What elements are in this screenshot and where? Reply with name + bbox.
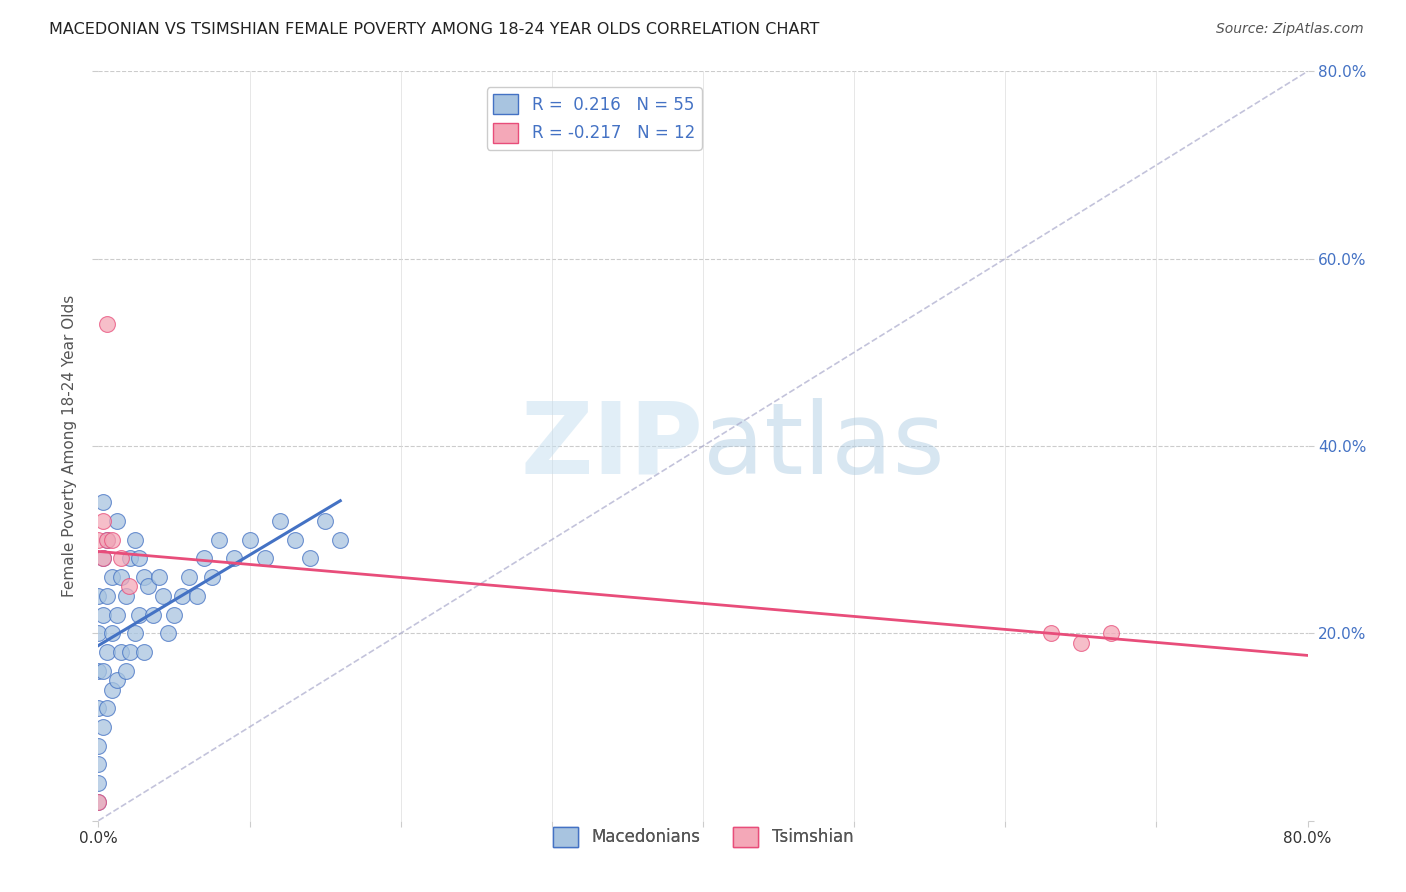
Point xyxy=(87,701,110,715)
Point xyxy=(170,589,193,603)
Point xyxy=(186,589,208,603)
Point xyxy=(87,533,110,547)
Point xyxy=(101,682,124,697)
Point xyxy=(118,580,141,594)
Point xyxy=(96,533,118,547)
Point xyxy=(128,551,150,566)
Y-axis label: Female Poverty Among 18-24 Year Olds: Female Poverty Among 18-24 Year Olds xyxy=(62,295,77,597)
Point xyxy=(269,514,291,528)
Point xyxy=(101,626,124,640)
Point xyxy=(148,570,170,584)
Point xyxy=(1039,626,1062,640)
Point xyxy=(193,551,215,566)
Point xyxy=(110,570,132,584)
Point xyxy=(87,739,110,753)
Point xyxy=(114,664,136,678)
Point xyxy=(101,570,124,584)
Point xyxy=(91,495,114,509)
Point xyxy=(91,514,114,528)
Text: MACEDONIAN VS TSIMSHIAN FEMALE POVERTY AMONG 18-24 YEAR OLDS CORRELATION CHART: MACEDONIAN VS TSIMSHIAN FEMALE POVERTY A… xyxy=(49,22,820,37)
Point xyxy=(142,607,165,622)
Point xyxy=(96,533,118,547)
Point xyxy=(253,551,276,566)
Text: ZIP: ZIP xyxy=(520,398,703,494)
Point xyxy=(201,570,224,584)
Point xyxy=(120,645,142,659)
Point xyxy=(124,533,146,547)
Point xyxy=(96,701,118,715)
Point xyxy=(101,533,124,547)
Point xyxy=(114,589,136,603)
Point xyxy=(87,664,110,678)
Point xyxy=(110,645,132,659)
Point xyxy=(91,551,114,566)
Point xyxy=(96,645,118,659)
Point xyxy=(91,720,114,734)
Point xyxy=(87,757,110,772)
Point xyxy=(284,533,307,547)
Point xyxy=(208,533,231,547)
Point xyxy=(314,514,336,528)
Point xyxy=(1070,635,1092,649)
Point xyxy=(128,607,150,622)
Text: Source: ZipAtlas.com: Source: ZipAtlas.com xyxy=(1216,22,1364,37)
Point xyxy=(329,533,352,547)
Point xyxy=(105,673,128,688)
Point xyxy=(224,551,246,566)
Point xyxy=(105,607,128,622)
Point xyxy=(299,551,322,566)
Point xyxy=(179,570,201,584)
Point xyxy=(87,589,110,603)
Point xyxy=(87,776,110,790)
Point xyxy=(87,795,110,809)
Point xyxy=(132,645,155,659)
Point xyxy=(87,626,110,640)
Legend: Macedonians, Tsimshian: Macedonians, Tsimshian xyxy=(546,820,860,854)
Point xyxy=(124,626,146,640)
Point xyxy=(87,795,110,809)
Point xyxy=(152,589,174,603)
Point xyxy=(105,514,128,528)
Point xyxy=(91,664,114,678)
Point xyxy=(91,607,114,622)
Point xyxy=(91,551,114,566)
Point xyxy=(110,551,132,566)
Point xyxy=(96,589,118,603)
Point xyxy=(156,626,179,640)
Point xyxy=(136,580,159,594)
Point xyxy=(132,570,155,584)
Point xyxy=(96,318,118,332)
Point xyxy=(239,533,262,547)
Point xyxy=(163,607,186,622)
Text: atlas: atlas xyxy=(703,398,945,494)
Point xyxy=(1099,626,1122,640)
Point xyxy=(120,551,142,566)
